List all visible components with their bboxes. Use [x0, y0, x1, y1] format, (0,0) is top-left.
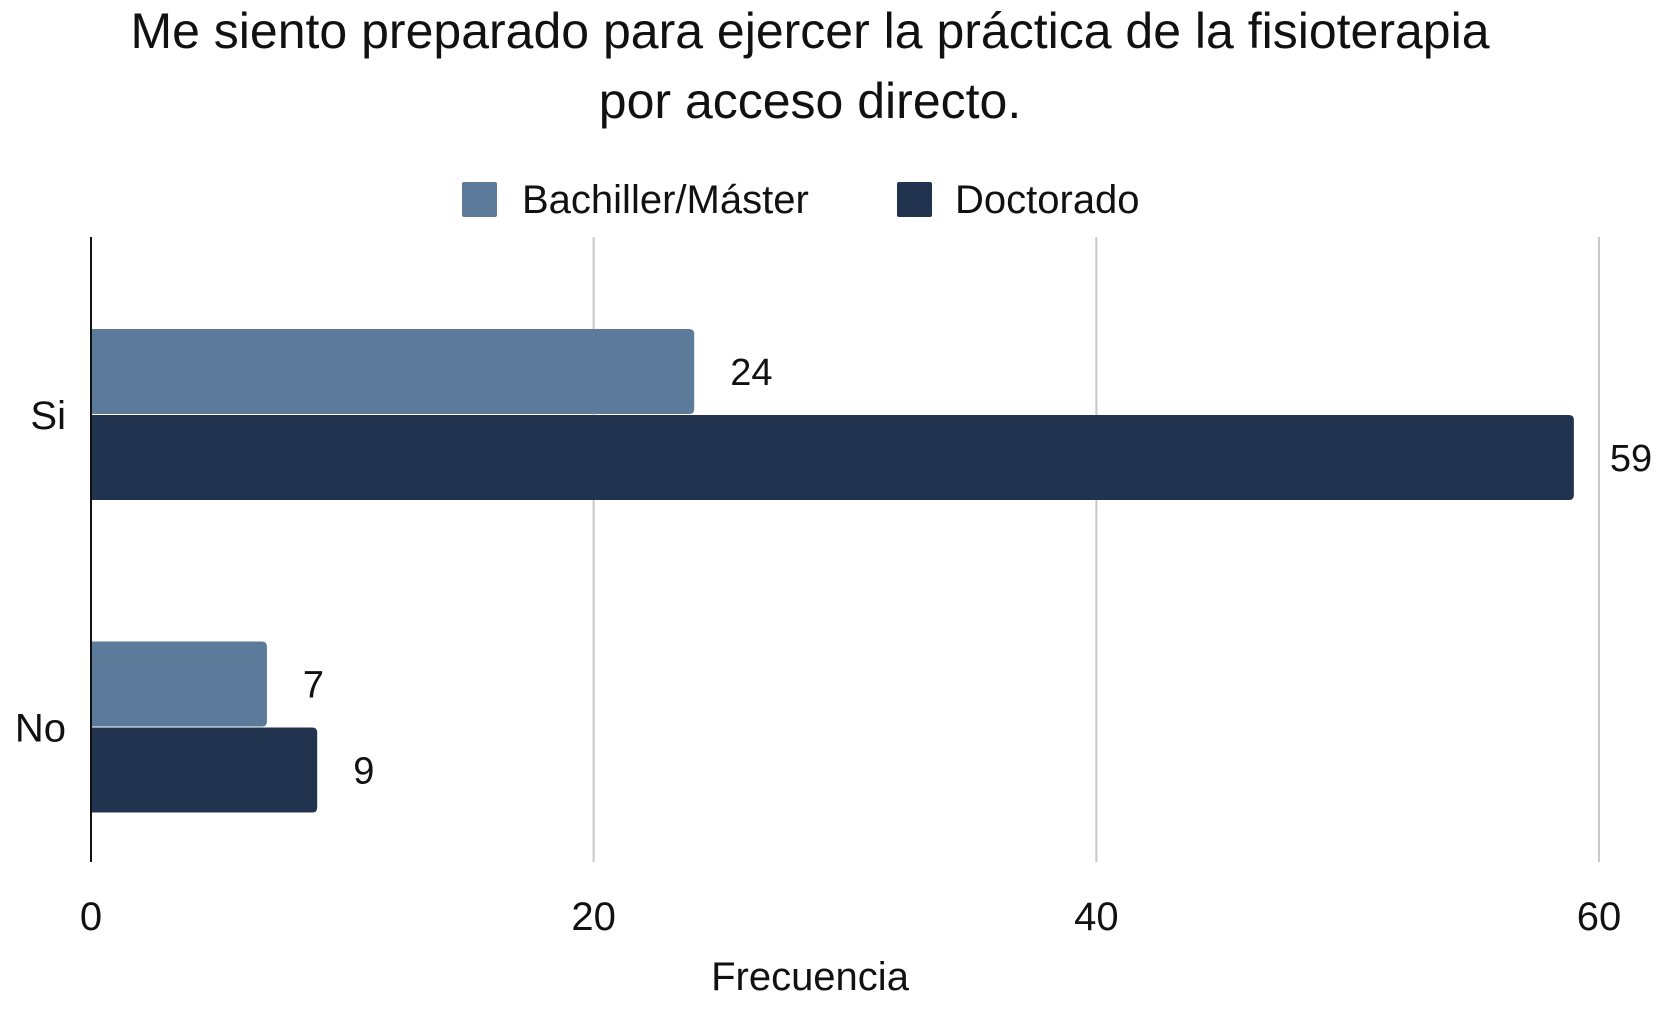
x-tick-label-20: 20 — [571, 895, 616, 939]
legend: Bachiller/Máster Doctorado — [462, 178, 1140, 222]
data-label-si-series-0: 24 — [730, 352, 772, 394]
chart-title-line-1: Me siento preparado para ejercer la prác… — [130, 3, 1489, 59]
legend-label-1: Doctorado — [955, 178, 1140, 222]
category-label-no: No — [15, 707, 66, 751]
bar-no-series-0 — [91, 641, 267, 727]
legend-label-0: Bachiller/Máster — [522, 178, 809, 222]
chart-title-line-2: por acceso directo. — [599, 73, 1021, 129]
bars — [91, 329, 1574, 813]
x-tick-labels: 0 20 40 60 — [80, 895, 1621, 939]
data-labels: 24 59 7 9 — [303, 352, 1652, 793]
data-label-si-series-1: 59 — [1610, 438, 1652, 480]
data-label-no-series-0: 7 — [303, 665, 324, 707]
bar-no-series-1 — [91, 727, 318, 813]
x-tick-label-40: 40 — [1074, 895, 1119, 939]
legend-swatch-0 — [462, 182, 497, 217]
chart-title: Me siento preparado para ejercer la prác… — [130, 3, 1489, 129]
x-tick-label-0: 0 — [80, 895, 102, 939]
bar-si-series-1 — [91, 415, 1574, 500]
x-tick-label-60: 60 — [1577, 895, 1622, 939]
gridlines — [592, 237, 1600, 862]
category-labels: Si No — [15, 394, 66, 751]
bar-si-series-0 — [91, 329, 695, 414]
legend-swatch-1 — [897, 182, 932, 217]
data-label-no-series-1: 9 — [353, 751, 374, 793]
x-axis-title: Frecuencia — [711, 955, 910, 999]
category-label-si: Si — [30, 394, 66, 438]
